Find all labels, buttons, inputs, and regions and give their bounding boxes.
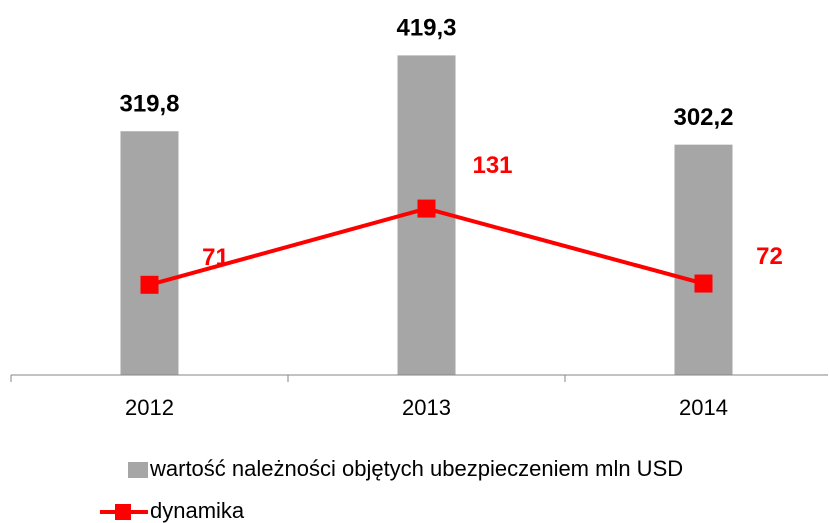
x-tick-label: 2014 [679, 395, 728, 420]
bar [120, 131, 179, 375]
bar-value-label: 319,8 [119, 91, 179, 118]
bar-value-label: 419,3 [396, 15, 456, 42]
line-marker [140, 275, 159, 294]
legend-swatch [128, 462, 148, 478]
x-tick-label: 2012 [125, 395, 174, 420]
legend-label: wartość należności objętych ubezpieczeni… [149, 456, 683, 481]
line-value-label: 71 [202, 244, 229, 271]
line-marker [694, 274, 713, 293]
legend-swatch-marker [115, 504, 131, 520]
line-value-label: 72 [756, 243, 783, 270]
x-tick-label: 2013 [402, 395, 451, 420]
legend-label: dynamika [150, 498, 245, 523]
line-marker [417, 199, 436, 218]
line-value-label: 131 [472, 152, 512, 179]
bar-value-label: 302,2 [673, 104, 733, 131]
bar [674, 144, 733, 375]
